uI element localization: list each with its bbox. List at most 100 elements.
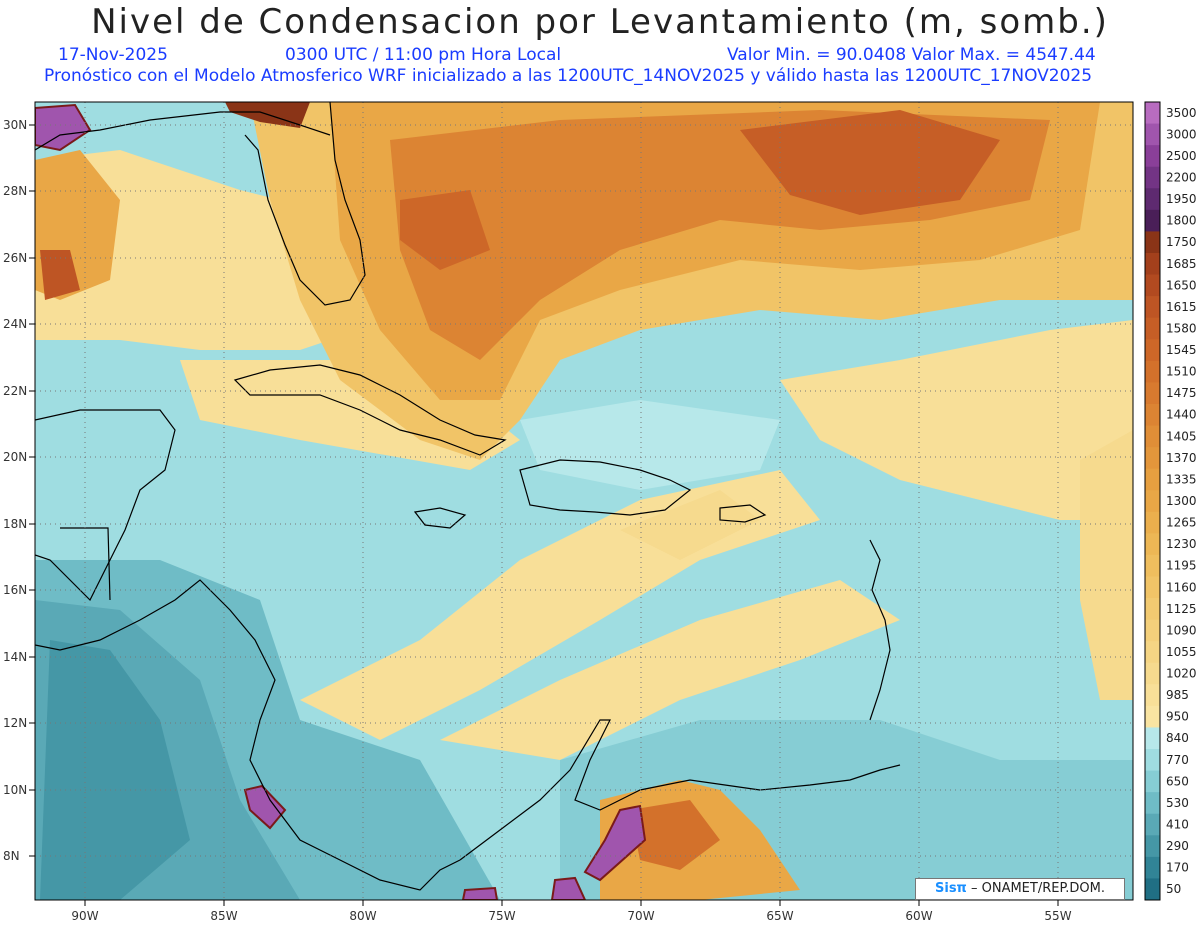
lon-label: 55W (1044, 909, 1071, 923)
legend-label: 1300 (1166, 494, 1197, 508)
lon-label: 70W (627, 909, 654, 923)
legend-swatch (1145, 188, 1160, 211)
legend-swatch (1145, 576, 1160, 599)
legend-label: 530 (1166, 796, 1189, 810)
date-label: 17-Nov-2025 (58, 45, 168, 65)
legend-label: 1125 (1166, 602, 1197, 616)
legend-swatch (1145, 770, 1160, 793)
legend-label: 1650 (1166, 278, 1197, 292)
lat-label: 12N (3, 716, 27, 730)
graticule (35, 102, 1133, 900)
legend-swatch (1145, 296, 1160, 319)
legend-label: 1405 (1166, 429, 1197, 443)
legend-label: 770 (1166, 753, 1189, 767)
lon-label: 75W (488, 909, 515, 923)
lat-label: 30N (3, 118, 27, 132)
field-shading (35, 102, 1133, 900)
lat-label: 14N (3, 650, 27, 664)
legend-swatch (1145, 274, 1160, 297)
legend-label: 985 (1166, 688, 1189, 702)
legend-swatch (1145, 554, 1160, 577)
map-title: Nivel de Condensacion por Levantamiento … (91, 2, 1109, 42)
legend-label: 3500 (1166, 106, 1197, 120)
lat-label: 20N (3, 450, 27, 464)
legend-label: 290 (1166, 839, 1189, 853)
legend-label: 950 (1166, 710, 1189, 724)
legend-swatch (1145, 727, 1160, 750)
legend-swatch (1145, 533, 1160, 556)
legend-swatch (1145, 792, 1160, 815)
lat-label: 10N (3, 783, 27, 797)
legend-label: 1055 (1166, 645, 1197, 659)
legend-swatch (1145, 598, 1160, 621)
legend-label: 1950 (1166, 192, 1197, 206)
legend-swatch (1145, 511, 1160, 534)
legend-swatch (1145, 123, 1160, 146)
legend-swatch (1145, 749, 1160, 772)
legend-swatch (1145, 231, 1160, 254)
legend-swatch (1145, 425, 1160, 448)
legend-swatch (1145, 619, 1160, 642)
lat-label: 18N (3, 517, 27, 531)
sispi-logo: Sisπ (935, 881, 967, 896)
legend-swatch (1145, 835, 1160, 858)
credit-box: Sisπ – ONAMET/REP.DOM. (915, 878, 1125, 900)
legend-label: 1615 (1166, 300, 1197, 314)
coastlines (35, 102, 901, 891)
legend-swatch (1145, 705, 1160, 728)
legend-swatch (1145, 813, 1160, 836)
legend-label: 1230 (1166, 537, 1197, 551)
lon-label: 65W (766, 909, 793, 923)
lon-axis: 90W 85W 80W 75W 70W 65W 60W 55W (71, 909, 1071, 923)
legend-label: 410 (1166, 818, 1189, 832)
legend-swatch (1145, 878, 1160, 901)
legend-label: 1370 (1166, 451, 1197, 465)
legend-label: 1580 (1166, 321, 1197, 335)
legend-label: 840 (1166, 731, 1189, 745)
legend-frame (1144, 101, 1161, 901)
legend-swatch (1145, 856, 1160, 879)
legend-swatch (1145, 360, 1160, 383)
legend-swatch (1145, 252, 1160, 276)
lon-label: 80W (349, 909, 376, 923)
legend-swatch (1145, 317, 1160, 340)
legend-swatch (1145, 447, 1160, 470)
lat-axis: 30N 28N 26N 24N 22N 20N 18N 16N 14N 12N … (3, 118, 27, 863)
lat-label: 22N (3, 384, 27, 398)
time-label: 0300 UTC / 11:00 pm Hora Local (285, 45, 562, 65)
legend-label: 1090 (1166, 623, 1197, 637)
legend-label: 650 (1166, 774, 1189, 788)
legend-label: 1335 (1166, 472, 1197, 486)
minmax-label: Valor Min. = 90.0408 Valor Max. = 4547.4… (727, 45, 1096, 65)
legend-label: 50 (1166, 882, 1181, 896)
legend-label: 1750 (1166, 235, 1197, 249)
map-frame (34, 101, 1134, 901)
legend-label: 2500 (1166, 149, 1197, 163)
legend-swatch (1145, 102, 1160, 125)
legend-label: 1020 (1166, 667, 1197, 681)
legend-label: 1685 (1166, 257, 1197, 271)
legend-swatch (1145, 662, 1160, 685)
legend-swatch (1145, 641, 1160, 664)
legend-label: 1440 (1166, 408, 1197, 422)
legend-swatch (1145, 468, 1160, 491)
axis-ticks (29, 124, 1059, 906)
legend-swatch (1145, 209, 1160, 232)
legend-label: 1510 (1166, 365, 1197, 379)
lat-label: 26N (3, 251, 27, 265)
color-legend: 3500 3000 2500 2200 1950 1800 1750 1685 1650 1615… (1144, 101, 1197, 901)
credit-text: – ONAMET/REP.DOM. (966, 881, 1105, 896)
legend-swatch (1145, 490, 1160, 513)
lat-label: 24N (3, 317, 27, 331)
legend-swatch (1145, 339, 1160, 362)
legend-label: 1265 (1166, 516, 1197, 530)
lon-label: 85W (210, 909, 237, 923)
legend-swatch (1145, 166, 1160, 189)
legend-label: 1800 (1166, 214, 1197, 228)
lat-label: 16N (3, 583, 27, 597)
lat-label: 28N (3, 184, 27, 198)
lat-label: 8N (3, 849, 20, 863)
subtitle-label: Pronóstico con el Modelo Atmosferico WRF… (44, 66, 1093, 86)
legend-label: 1160 (1166, 580, 1197, 594)
